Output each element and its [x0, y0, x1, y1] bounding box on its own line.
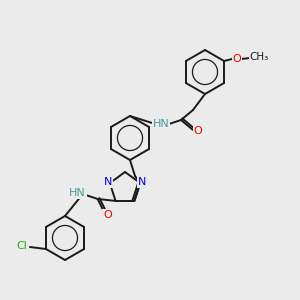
Text: Cl: Cl: [16, 241, 27, 251]
Text: N: N: [103, 177, 112, 187]
Text: O: O: [103, 210, 112, 220]
Text: HN: HN: [153, 119, 169, 129]
Text: O: O: [194, 126, 202, 136]
Text: HN: HN: [69, 188, 86, 198]
Text: CH₃: CH₃: [249, 52, 269, 62]
Text: O: O: [233, 54, 242, 64]
Text: N: N: [138, 177, 146, 187]
